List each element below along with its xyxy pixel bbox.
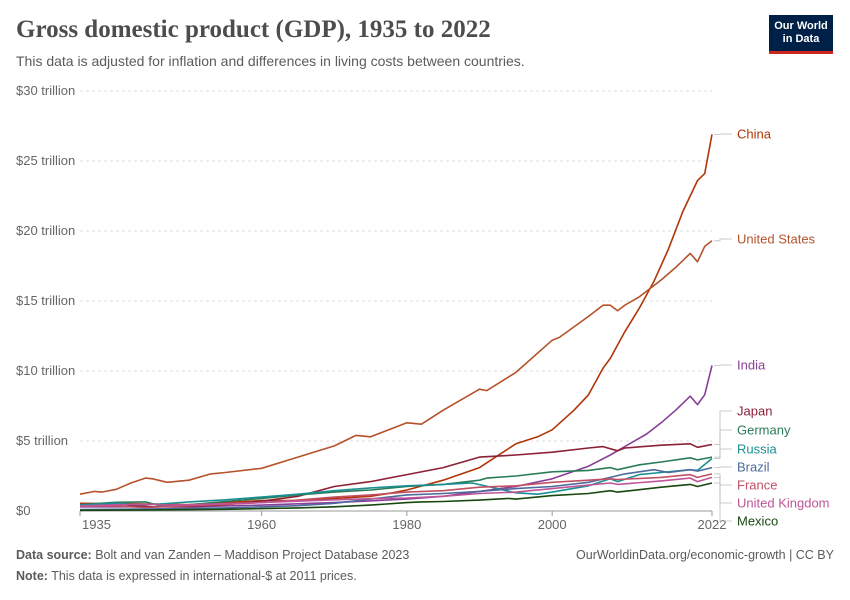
logo-line-2: in Data [782, 33, 820, 45]
label-connector [714, 410, 732, 445]
note-text: This data is expressed in international-… [51, 569, 357, 583]
x-tick-label: 2000 [538, 517, 567, 532]
series-label-mexico: Mexico [737, 514, 778, 529]
x-tick-label: 1960 [247, 517, 276, 532]
series-line-china [79, 134, 713, 506]
chart-subtitle: This data is adjusted for inflation and … [16, 53, 525, 69]
series-label-united-kingdom: United Kingdom [737, 496, 830, 511]
series-label-brazil: Brazil [737, 460, 770, 475]
owid-logo[interactable]: Our World in Data [769, 15, 833, 54]
y-tick-label: $5 trillion [16, 433, 68, 448]
series-line-russia [79, 457, 713, 506]
label-connector [714, 429, 732, 458]
label-connector [714, 482, 732, 522]
series-line-mexico [79, 482, 713, 512]
label-connector [714, 477, 732, 504]
series-label-russia: Russia [737, 442, 778, 457]
label-connector [714, 448, 732, 459]
y-tick-label: $0 [16, 503, 30, 518]
series-line-brazil [79, 466, 713, 511]
series-line-france [80, 473, 713, 509]
x-tick-label: 1980 [392, 517, 421, 532]
series-label-india: India [737, 358, 766, 373]
series-line-india [80, 365, 713, 508]
x-tick-label: 2022 [698, 517, 727, 532]
label-connector [714, 466, 732, 468]
source-label: Data source: [16, 548, 92, 562]
logo-line-1: Our World [774, 20, 828, 32]
series-label-france: France [737, 478, 777, 493]
series-line-united-states [79, 240, 713, 495]
data-source: Data source: Bolt and van Zanden – Maddi… [16, 548, 409, 562]
note-label: Note: [16, 569, 48, 583]
y-tick-label: $30 trillion [16, 83, 75, 98]
chart-title: Gross domestic product (GDP), 1935 to 20… [16, 16, 491, 43]
source-text: Bolt and van Zanden – Maddison Project D… [95, 548, 410, 562]
y-tick-label: $10 trillion [16, 363, 75, 378]
x-tick-label: 1935 [82, 517, 111, 532]
y-tick-label: $25 trillion [16, 153, 75, 168]
series-label-japan: Japan [737, 404, 772, 419]
series-line-united-kingdom [79, 476, 713, 507]
series-label-china: China [737, 127, 772, 142]
y-tick-label: $20 trillion [16, 223, 75, 238]
footer-link[interactable]: OurWorldinData.org/economic-growth | CC … [576, 548, 834, 562]
y-tick-label: $15 trillion [16, 293, 75, 308]
footer-note: Note: This data is expressed in internat… [16, 569, 357, 583]
label-connector [714, 238, 732, 242]
series-label-germany: Germany [737, 423, 791, 438]
series-label-united-states: United States [737, 232, 816, 247]
